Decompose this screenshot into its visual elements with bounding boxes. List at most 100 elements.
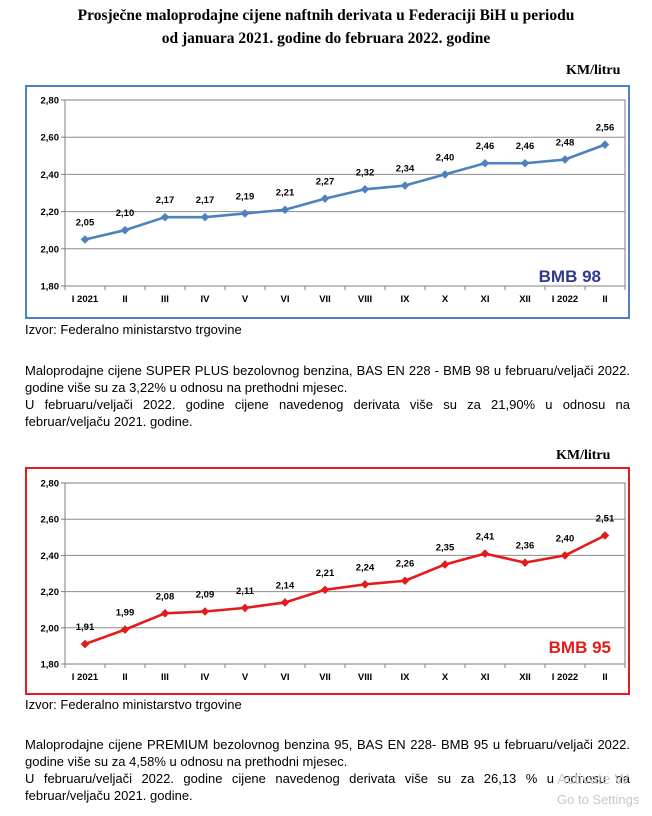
chart1-ytick-label: 2,40 <box>41 170 60 181</box>
chart1-xtick-label: III <box>161 294 169 305</box>
chart2-unit-label: KM/litru <box>556 448 611 463</box>
chart1-data-label: 2,21 <box>276 188 295 199</box>
chart1-unit-label: KM/litru <box>566 63 621 78</box>
chart2-data-label: 2,08 <box>156 591 175 602</box>
chart2-data-label: 2,51 <box>596 513 615 524</box>
chart1-ytick-label: 2,60 <box>41 133 60 144</box>
chart2-xtick-label: V <box>242 672 249 683</box>
chart1-data-label: 2,34 <box>396 164 415 175</box>
chart2-data-point <box>120 625 130 634</box>
chart2-data-label: 2,11 <box>236 586 255 597</box>
chart2-xtick-label: I 2021 <box>72 672 99 683</box>
chart2-data-point <box>600 531 610 540</box>
chart2-frame: 2,80 2,60 2,40 2,20 2,00 1,80 I 2021 II III IV V VI… <box>25 467 630 695</box>
chart2-data-label: 2,21 <box>316 568 335 579</box>
chart2-xtick-label: II <box>602 672 607 683</box>
chart1-data-point <box>600 140 610 149</box>
chart1-ytick-label: 2,00 <box>41 244 60 255</box>
chart1-xtick-label: X <box>442 294 449 305</box>
chart2-ytick-label: 2,80 <box>41 479 60 490</box>
chart2-plot-area <box>64 482 626 665</box>
page-title: Prosječne maloprodajne cijene naftnih de… <box>0 4 652 50</box>
chart2-data-point <box>440 560 450 569</box>
chart1-data-point <box>160 212 170 222</box>
chart2-xtick-label: IX <box>401 672 411 683</box>
chart2-data-point <box>80 639 90 649</box>
activate-watermark: Activate W Go to Settings <box>557 770 639 810</box>
chart1-xtick-label: VIII <box>358 294 372 305</box>
chart2-data-label: 2,41 <box>476 532 495 543</box>
chart1-data-label: 2,17 <box>196 195 215 206</box>
chart1-xtick-label: XII <box>519 294 531 305</box>
chart2-data-label: 2,40 <box>556 533 575 544</box>
chart2-svg: 2,802,602,402,202,001,80I 2021 II III IV V VI… <box>41 479 626 683</box>
chart1-data-point <box>80 235 90 244</box>
chart1-paragraph: Maloprodajne cijene SUPER PLUS bezolovno… <box>25 362 630 430</box>
chart2-data-point <box>240 603 250 613</box>
chart1-xtick-label: IX <box>401 294 411 305</box>
chart2-ytick-label: 2,20 <box>41 587 60 598</box>
chart2-series-line <box>84 534 606 646</box>
chart1-ytick-label: 2,80 <box>41 96 60 107</box>
chart2-paragraph-1: Maloprodajne cijene PREMIUM bezolovnog b… <box>25 737 630 769</box>
chart2-data-point <box>560 551 570 560</box>
chart1-xtick-label: VII <box>319 294 331 305</box>
chart1-ytick-label: 1,80 <box>41 282 60 293</box>
chart1-data-point <box>200 212 210 222</box>
chart1-data-point <box>440 170 450 179</box>
chart2-data-point <box>200 607 210 616</box>
chart2-data-label: 1,99 <box>116 608 135 619</box>
chart1-paragraph-1: Maloprodajne cijene SUPER PLUS bezolovno… <box>25 363 630 395</box>
chart2-xtick-label: I 2022 <box>552 672 578 683</box>
chart2-data-point <box>320 585 330 595</box>
chart2-data-label: 2,09 <box>196 590 215 601</box>
chart2-ytick-label: 2,40 <box>41 551 60 562</box>
activate-watermark-line1: Activate W <box>557 771 629 788</box>
chart2-data-point <box>160 609 170 618</box>
chart2-data-label: 2,24 <box>356 562 375 573</box>
chart1-data-label: 2,27 <box>316 177 335 188</box>
chart2-data-point <box>480 549 490 558</box>
chart2-series-label: BMB 95 <box>549 638 611 657</box>
chart2-ytick-label: 2,60 <box>41 515 60 526</box>
chart2-data-label: 1,91 <box>76 622 95 633</box>
chart2-paragraph-2: U februaru/veljači 2022. godine cijene n… <box>25 771 630 803</box>
chart1-data-point <box>520 158 530 168</box>
chart2-data-point <box>360 580 370 589</box>
chart1-data-label: 2,46 <box>516 141 535 152</box>
chart2-xtick-label: VIII <box>358 672 372 683</box>
chart1-xtick-label: I 2022 <box>552 294 578 305</box>
chart1-data-label: 2,32 <box>356 167 375 178</box>
chart1-data-point <box>400 181 410 190</box>
chart1-paragraph-2: U februaru/veljači 2022. godine cijene n… <box>25 397 630 429</box>
chart1-series-label: BMB 98 <box>539 267 601 286</box>
chart1-data-point <box>360 184 370 194</box>
chart1-xtick-label: V <box>242 294 249 305</box>
chart1-data-point <box>320 194 330 203</box>
chart2-data-label: 2,26 <box>396 559 415 570</box>
chart1-xtick-label: XI <box>481 294 490 305</box>
page-title-line2: od januara 2021. godine do februara 2022… <box>161 30 491 47</box>
chart2-xtick-label: X <box>442 672 449 683</box>
chart1-frame: 2,80 2,60 2,40 2,20 2,00 1,80 I 2021 II III IV V VI… <box>25 85 630 319</box>
chart1-xtick-label: IV <box>201 294 211 305</box>
chart2-data-label: 2,14 <box>276 580 295 591</box>
chart1-xtick-label: II <box>122 294 127 305</box>
chart2-xtick-label: VII <box>319 672 331 683</box>
chart2-xtick-label: III <box>161 672 169 683</box>
chart2-data-label: 2,35 <box>436 542 455 553</box>
chart1-data-label: 2,46 <box>476 141 495 152</box>
chart1-data-label: 2,19 <box>236 191 255 202</box>
chart2-xtick-label: XII <box>519 672 531 683</box>
activate-watermark-line2: Go to Settings <box>557 792 640 807</box>
chart1-data-point <box>120 225 130 235</box>
chart2-xtick-label: VI <box>281 672 290 683</box>
chart1-data-label: 2,05 <box>76 218 95 229</box>
chart1-source: Izvor: Federalno ministarstvo trgovine <box>25 322 242 337</box>
chart2-source: Izvor: Federalno ministarstvo trgovine <box>25 697 242 712</box>
chart1-data-label: 2,10 <box>116 208 135 219</box>
chart2-ytick-label: 2,00 <box>41 623 60 634</box>
chart2-data-point <box>520 558 530 567</box>
page-title-line1: Prosječne maloprodajne cijene naftnih de… <box>77 7 575 24</box>
chart2-data-point <box>280 598 290 607</box>
